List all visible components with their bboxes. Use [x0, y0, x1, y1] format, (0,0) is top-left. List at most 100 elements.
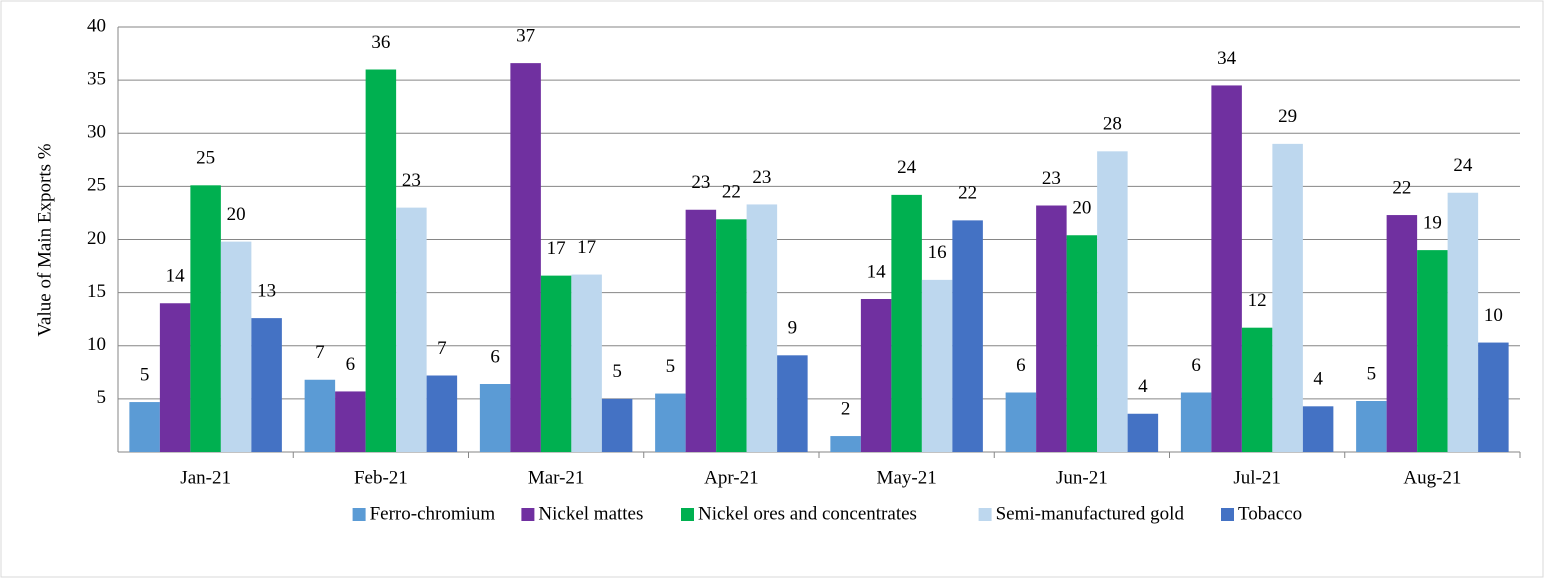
data-label: 14 [166, 266, 186, 287]
x-tick-label: Jan-21 [180, 467, 231, 488]
data-label: 4 [1313, 369, 1323, 390]
legend-swatch [1221, 508, 1234, 521]
bar [304, 379, 336, 452]
bar [159, 303, 191, 452]
x-tick-label: Jul-21 [1233, 467, 1281, 488]
data-label: 24 [897, 157, 917, 178]
data-label: 7 [315, 342, 325, 363]
data-label: 14 [867, 261, 887, 282]
bar [601, 398, 633, 452]
y-tick-label: 5 [97, 387, 107, 408]
data-label: 9 [788, 318, 798, 339]
bar [510, 63, 541, 452]
data-label: 2 [841, 398, 851, 419]
bar [830, 436, 861, 452]
bar [335, 391, 366, 452]
data-label: 24 [1453, 155, 1473, 176]
legend-swatch [681, 508, 694, 521]
bar [891, 194, 922, 452]
data-label: 29 [1278, 106, 1297, 127]
legend-swatch [352, 508, 366, 521]
data-label: 22 [722, 182, 741, 203]
x-tick-label: Apr-21 [704, 467, 759, 488]
bar [716, 219, 747, 452]
bar [777, 355, 808, 452]
data-label: 17 [577, 237, 596, 258]
data-label: 4 [1138, 376, 1148, 397]
bar [365, 69, 397, 452]
bar [860, 299, 892, 452]
bar [129, 402, 160, 452]
bar [1005, 392, 1037, 452]
legend-swatch [978, 508, 992, 521]
bar [1386, 215, 1418, 452]
data-label: 36 [371, 32, 390, 53]
bar [1272, 143, 1303, 452]
data-label: 16 [928, 242, 947, 263]
bar [746, 204, 778, 452]
data-label: 10 [1484, 305, 1503, 326]
bar [220, 241, 252, 452]
legend-label: Nickel ores and concentrates [698, 503, 917, 524]
data-label: 6 [1016, 355, 1026, 376]
x-tick-label: Mar-21 [528, 467, 585, 488]
bar [571, 274, 602, 452]
data-label: 23 [1042, 168, 1061, 189]
y-tick-label: 40 [87, 15, 106, 36]
bar [1302, 406, 1334, 452]
bar [1211, 85, 1242, 452]
bar [1417, 250, 1448, 452]
data-label: 17 [547, 238, 566, 259]
bar [952, 220, 983, 452]
y-tick-label: 20 [87, 228, 106, 249]
data-label: 23 [691, 172, 710, 193]
data-label: 5 [140, 364, 150, 385]
y-tick-label: 35 [87, 68, 106, 89]
bar [1241, 327, 1273, 452]
data-label: 6 [1191, 355, 1201, 376]
data-label: 28 [1103, 114, 1122, 135]
data-label: 37 [516, 25, 535, 46]
bar [655, 393, 686, 452]
y-tick-label: 25 [87, 175, 106, 196]
data-label: 25 [196, 148, 215, 169]
bar [1478, 342, 1509, 452]
bar [1356, 401, 1387, 452]
x-tick-label: Aug-21 [1403, 467, 1461, 488]
y-axis-label: Value of Main Exports % [34, 143, 55, 336]
data-label: 5 [666, 356, 676, 377]
data-label: 22 [958, 183, 977, 204]
data-label: 5 [1367, 363, 1377, 384]
x-tick-label: May-21 [877, 467, 937, 488]
y-tick-label: 15 [87, 281, 106, 302]
data-label: 20 [1072, 198, 1091, 219]
bar [1097, 151, 1128, 452]
y-tick-label: 10 [87, 334, 106, 355]
bar [426, 375, 458, 452]
data-label: 23 [402, 170, 421, 191]
data-label: 5 [612, 361, 622, 382]
bar [540, 275, 572, 452]
legend-label: Semi-manufactured gold [996, 503, 1185, 524]
bar [1066, 235, 1098, 452]
bar [1036, 205, 1067, 452]
data-label: 20 [227, 204, 246, 225]
bar [251, 318, 282, 452]
bar [685, 209, 717, 452]
data-label: 34 [1217, 48, 1237, 69]
data-label: 6 [490, 346, 500, 367]
data-label: 22 [1392, 177, 1411, 198]
bar [396, 207, 427, 452]
legend-swatch [521, 508, 535, 521]
bar [921, 279, 953, 452]
data-label: 7 [437, 338, 447, 359]
legend-label: Tobacco [1238, 503, 1302, 524]
x-tick-label: Feb-21 [354, 467, 408, 488]
data-label: 23 [752, 167, 771, 188]
bar [1447, 192, 1479, 452]
data-label: 6 [346, 354, 356, 375]
bar [479, 384, 511, 452]
bar [1180, 392, 1212, 452]
data-label: 12 [1248, 290, 1267, 311]
